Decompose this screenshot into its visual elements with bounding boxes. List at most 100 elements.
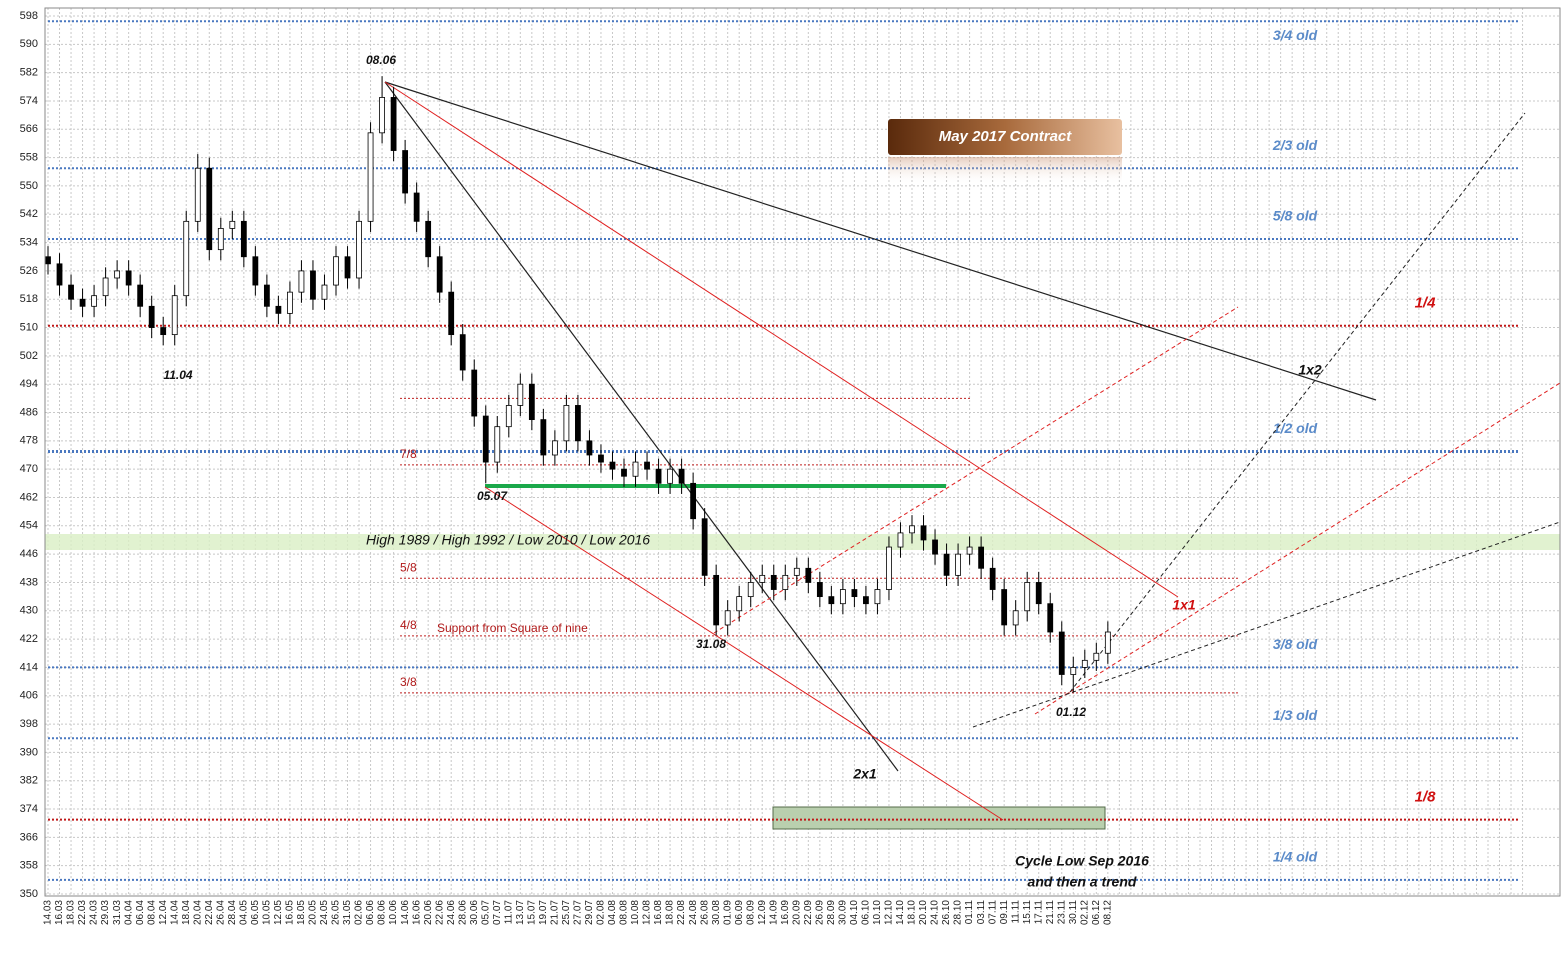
- candle-body: [321, 284, 328, 300]
- candle-body: [505, 405, 512, 428]
- x-tick-label: 01.09: [722, 900, 733, 925]
- chart-title: May 2017 Contract: [939, 128, 1073, 145]
- fan-line: [384, 81, 1179, 598]
- x-tick-label: 14.04: [169, 900, 180, 925]
- y-tick-label: 470: [20, 463, 38, 475]
- support-band: [45, 534, 1560, 550]
- candle-body: [1012, 610, 1019, 626]
- y-tick-label: 598: [20, 10, 38, 22]
- level-label: 1/8: [1415, 789, 1437, 806]
- x-tick-label: 26.04: [215, 900, 226, 925]
- candle-body: [229, 220, 236, 229]
- x-tick-label: 28.06: [457, 900, 468, 925]
- candle-body: [932, 539, 938, 555]
- candle-body: [759, 574, 766, 583]
- y-tick-label: 526: [20, 265, 38, 277]
- candle-body: [563, 405, 570, 442]
- candle-body: [724, 610, 731, 626]
- candle-body: [1035, 582, 1042, 605]
- x-tick-label: 18.08: [665, 900, 676, 925]
- x-tick-label: 28.10: [953, 900, 964, 925]
- x-tick-label: 12.05: [273, 900, 284, 925]
- candle-body: [125, 270, 132, 286]
- candle-body: [68, 284, 74, 300]
- x-tick-label: 16.05: [285, 900, 296, 925]
- x-tick-label: 22.03: [77, 900, 88, 925]
- y-tick-label: 542: [20, 208, 38, 220]
- candle-body: [102, 277, 109, 297]
- candle-body: [252, 256, 259, 286]
- x-tick-label: 26.10: [941, 900, 952, 925]
- x-tick-label: 22.08: [676, 900, 687, 925]
- candle-body: [91, 295, 97, 307]
- candle-body: [356, 220, 362, 279]
- x-tick-label: 21.07: [550, 900, 561, 925]
- candle-body: [310, 270, 316, 300]
- candle-body: [701, 518, 708, 576]
- annotation: 08.06: [366, 53, 396, 67]
- y-tick-label: 454: [20, 520, 38, 532]
- candle-body: [644, 461, 650, 470]
- y-tick-label: 494: [20, 378, 38, 390]
- candle-body: [909, 525, 915, 534]
- x-tick-label: 12.08: [642, 900, 653, 925]
- candle-body: [298, 270, 305, 293]
- level-label: 1/2 old: [1273, 420, 1318, 436]
- candle-body: [367, 132, 374, 222]
- y-tick-label: 510: [20, 321, 38, 333]
- candle-body: [551, 440, 558, 456]
- candle-body: [655, 468, 662, 484]
- candle-body: [448, 291, 455, 336]
- annotation: Cycle Low Sep 2016: [1015, 853, 1149, 869]
- candle-body: [148, 305, 155, 328]
- x-tick-label: 06.10: [861, 900, 872, 925]
- candle-body: [1104, 631, 1111, 654]
- candle-body: [287, 291, 293, 314]
- candle-body: [793, 567, 800, 576]
- candle-body: [517, 383, 524, 406]
- x-tick-label: 30.09: [838, 900, 849, 925]
- y-tick-label: 558: [20, 152, 38, 164]
- annotation: 1x2: [1298, 362, 1322, 378]
- candle-body: [805, 567, 812, 583]
- y-tick-label: 374: [20, 803, 38, 815]
- x-tick-label: 10.10: [872, 900, 883, 925]
- x-tick-label: 08.12: [1102, 900, 1113, 925]
- fan-line: [384, 81, 899, 772]
- annotation: 05.07: [477, 489, 508, 503]
- x-tick-label: 24.08: [688, 900, 699, 925]
- x-tick-label: 15.11: [1022, 900, 1033, 925]
- candle-body: [482, 415, 489, 463]
- x-tick-label: 31.05: [342, 900, 353, 925]
- candle-body: [263, 284, 270, 307]
- annotation: and then a trend: [1028, 874, 1137, 890]
- candle-body: [828, 596, 835, 605]
- x-tick-label: 06.09: [734, 900, 745, 925]
- x-tick-label: 30.06: [469, 900, 480, 925]
- dashed-line: [713, 306, 1239, 634]
- candle-body: [978, 546, 985, 569]
- candle-body: [667, 468, 673, 484]
- y-tick-label: 574: [20, 95, 38, 107]
- x-tick-label: 18.04: [181, 900, 192, 925]
- x-tick-label: 14.09: [768, 900, 779, 925]
- y-tick-label: 582: [20, 67, 38, 79]
- x-tick-label: 06.05: [250, 900, 261, 925]
- candle-body: [621, 468, 627, 477]
- candle-body: [770, 574, 777, 590]
- y-tick-label: 438: [20, 576, 38, 588]
- x-tick-label: 14.03: [43, 900, 54, 925]
- y-tick-label: 398: [20, 718, 38, 730]
- candle-body: [379, 97, 385, 134]
- candle-body: [1093, 652, 1100, 661]
- octave-label: 5/8: [400, 560, 417, 574]
- candle-body: [713, 574, 720, 626]
- x-tick-label: 10.06: [388, 900, 399, 925]
- candle-body: [1001, 589, 1008, 626]
- candle-body: [402, 150, 409, 194]
- x-tick-label: 28.09: [826, 900, 837, 925]
- y-tick-label: 446: [20, 548, 38, 560]
- y-tick-label: 486: [20, 406, 38, 418]
- y-tick-label: 414: [20, 661, 38, 673]
